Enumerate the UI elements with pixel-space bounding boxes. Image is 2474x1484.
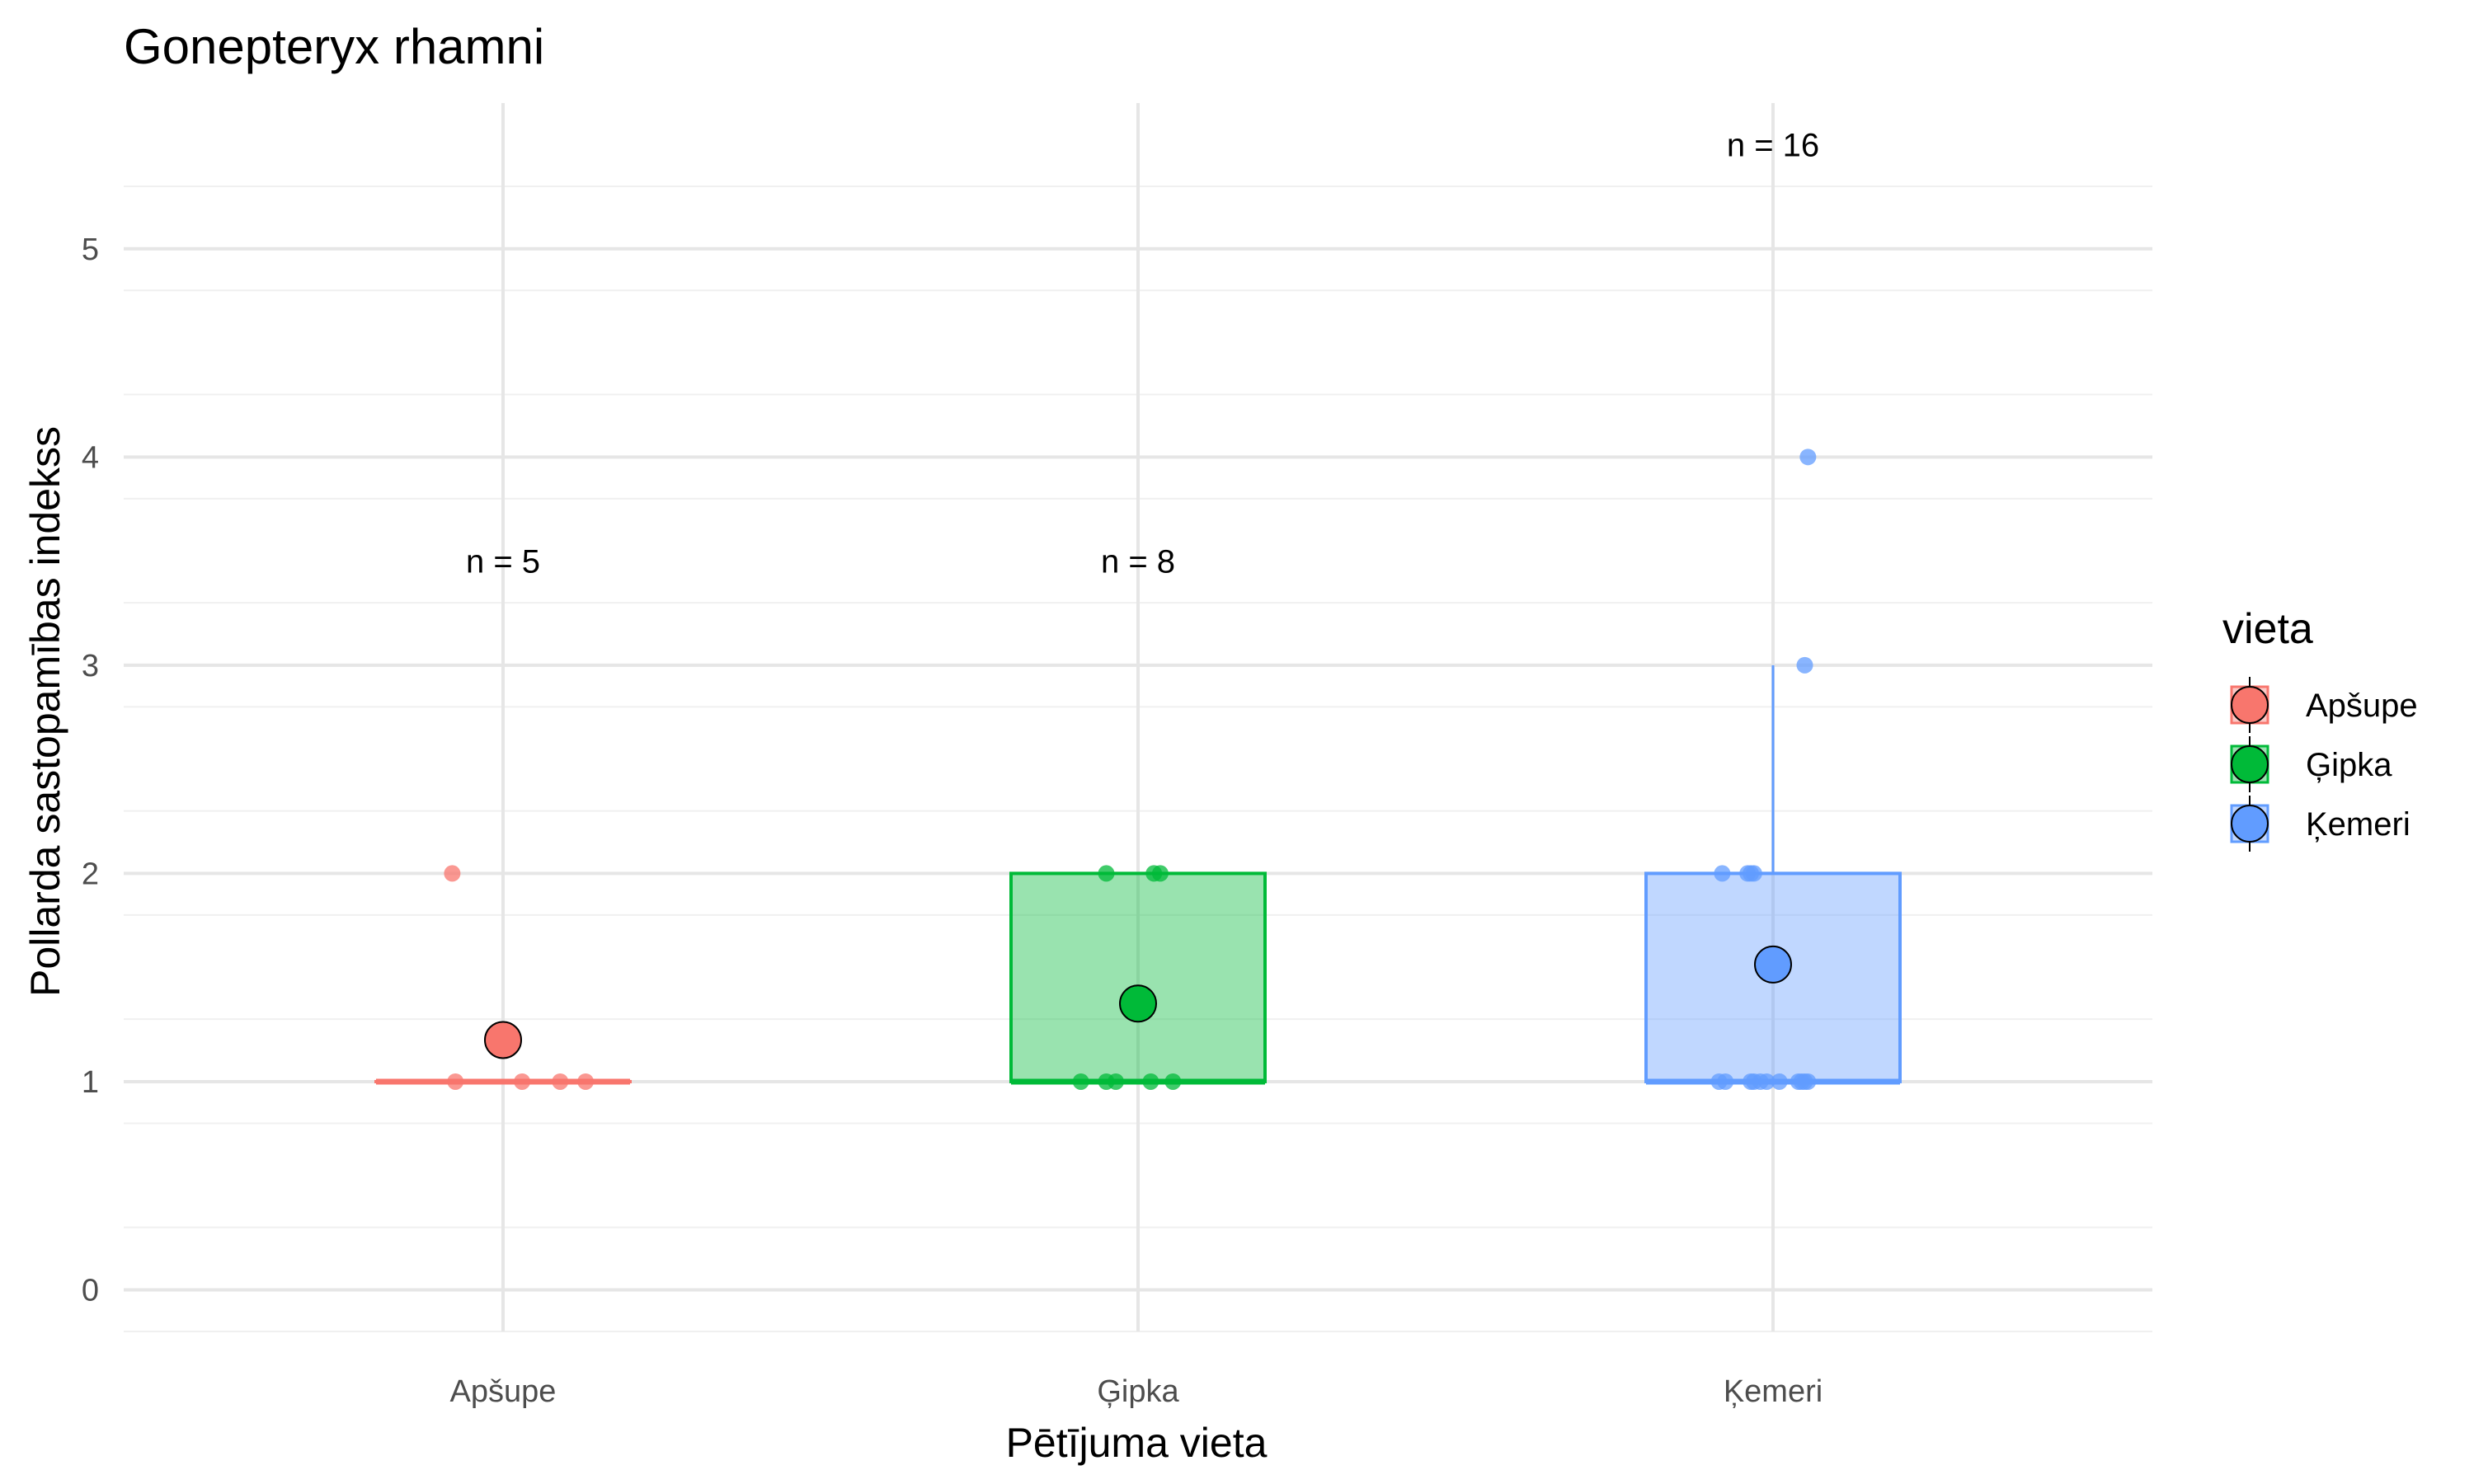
annotation-layer: n = 5 n = 8 n = 16 — [466, 128, 1819, 580]
grid-layer — [124, 103, 2152, 1332]
y-tick-label: 2 — [82, 857, 99, 891]
n-label: n = 5 — [466, 544, 540, 580]
mean-layer — [484, 945, 1792, 1059]
mean-point — [484, 1021, 522, 1059]
box-layer — [374, 665, 1902, 1085]
data-point — [1758, 1073, 1776, 1090]
point-layer — [444, 448, 1817, 1090]
data-point — [1151, 865, 1169, 882]
box-body — [1009, 871, 1267, 1083]
legend-keys: Apšupe Ģipka Ķemeri — [2230, 677, 2418, 852]
y-tick-label: 4 — [82, 440, 99, 475]
x-tick-label: Apšupe — [450, 1374, 557, 1409]
data-point — [1108, 1073, 1125, 1090]
mean-point — [1754, 945, 1792, 984]
data-point — [1164, 1073, 1182, 1090]
chart-title: Gonepteryx rhamni — [124, 19, 544, 74]
y-axis-title: Pollarda sastopamības indekss — [22, 426, 68, 997]
legend-label: Ķemeri — [2306, 806, 2411, 843]
n-label: n = 16 — [1727, 128, 1819, 164]
x-tick-label: Ķemeri — [1724, 1374, 1823, 1409]
data-point — [514, 1073, 531, 1090]
legend: vieta Apšupe Ģipka Ķemeri — [2222, 605, 2418, 852]
data-point — [447, 1073, 464, 1090]
data-point — [444, 865, 461, 882]
mean-point — [1119, 984, 1157, 1023]
y-tick-label: 5 — [82, 232, 99, 267]
data-point — [577, 1073, 595, 1090]
data-point — [1799, 1073, 1817, 1090]
data-point — [1799, 448, 1817, 466]
legend-title: vieta — [2222, 605, 2313, 653]
data-point — [1717, 1073, 1734, 1090]
tick-layer: 0 1 2 3 4 5 Apšupe Ģipka Ķemeri — [82, 232, 1823, 1409]
y-tick-label: 1 — [82, 1065, 99, 1100]
data-point — [1142, 1073, 1159, 1090]
legend-label: Apšupe — [2306, 688, 2418, 724]
x-tick-label: Ģipka — [1097, 1374, 1179, 1409]
y-tick-label: 3 — [82, 649, 99, 683]
data-point — [1072, 1073, 1089, 1090]
data-point — [1771, 1073, 1788, 1090]
legend-key-point — [2231, 686, 2269, 724]
legend-key-point — [2231, 805, 2269, 843]
y-tick-label: 0 — [82, 1273, 99, 1308]
data-point — [1796, 656, 1813, 674]
data-point — [552, 1073, 569, 1090]
legend-key-point — [2231, 745, 2269, 783]
data-point — [1714, 865, 1731, 882]
legend-label: Ģipka — [2306, 747, 2392, 783]
data-point — [1745, 865, 1762, 882]
data-point — [1098, 865, 1115, 882]
x-axis-title: Pētījuma vieta — [1006, 1420, 1268, 1466]
n-label: n = 8 — [1101, 544, 1175, 580]
